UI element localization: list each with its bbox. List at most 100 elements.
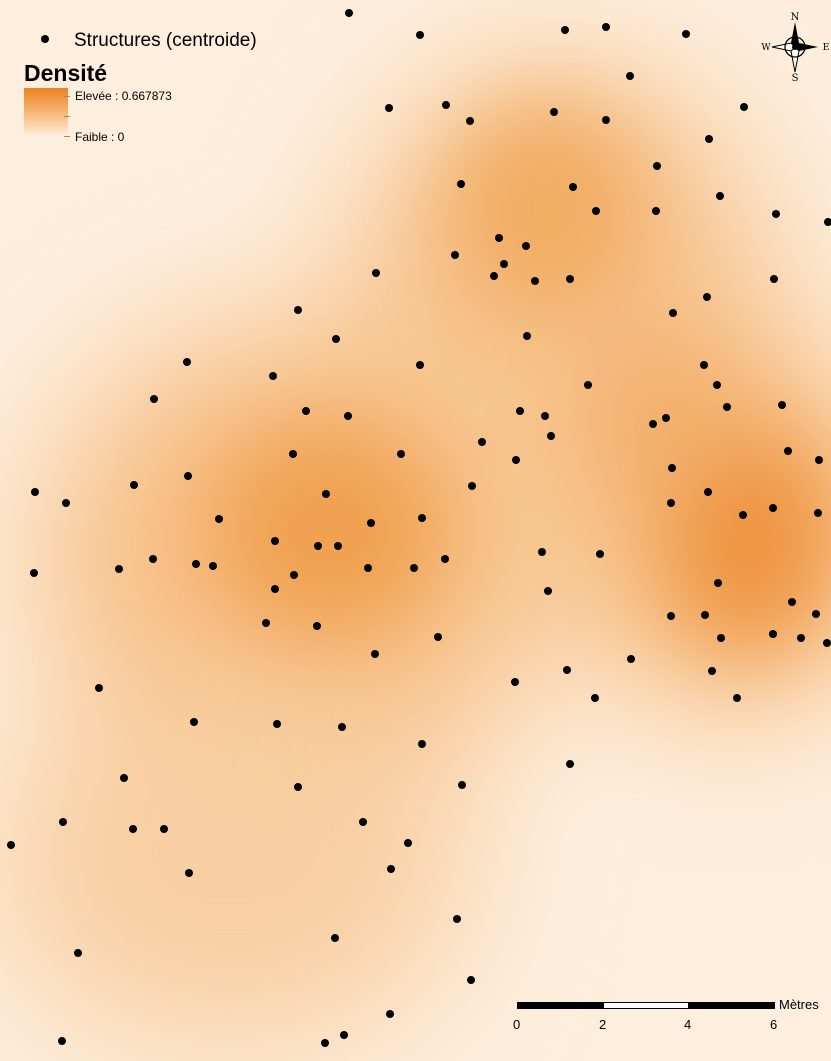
structure-point bbox=[824, 218, 831, 226]
structure-point bbox=[95, 684, 103, 692]
structure-point bbox=[500, 260, 508, 268]
structure-point bbox=[418, 740, 426, 748]
scale-bar-segment-2 bbox=[603, 1002, 689, 1009]
structure-point bbox=[682, 30, 690, 38]
structure-point bbox=[662, 414, 670, 422]
structure-point bbox=[468, 482, 476, 490]
structure-point bbox=[701, 611, 709, 619]
structure-point bbox=[372, 269, 380, 277]
structure-point bbox=[522, 242, 530, 250]
structure-point bbox=[812, 610, 820, 618]
structure-point bbox=[512, 456, 520, 464]
legend-high-label: Elevée : 0.667873 bbox=[75, 89, 172, 103]
structure-point bbox=[769, 630, 777, 638]
scale-tick-4: 4 bbox=[684, 1017, 691, 1032]
structure-point bbox=[418, 514, 426, 522]
structure-point bbox=[653, 162, 661, 170]
structure-point bbox=[708, 667, 716, 675]
structure-point bbox=[815, 456, 823, 464]
structure-point bbox=[511, 678, 519, 686]
scale-bar-segment-1 bbox=[517, 1002, 604, 1009]
structure-point bbox=[386, 1010, 394, 1018]
structure-point bbox=[441, 555, 449, 563]
structure-point bbox=[115, 565, 123, 573]
structure-point bbox=[160, 825, 168, 833]
structure-point bbox=[466, 117, 474, 125]
structure-point bbox=[129, 825, 137, 833]
structure-point bbox=[458, 781, 466, 789]
structure-point bbox=[209, 562, 217, 570]
structure-point bbox=[566, 760, 574, 768]
structure-point bbox=[569, 183, 577, 191]
structure-point bbox=[700, 361, 708, 369]
scale-tick-6: 6 bbox=[770, 1017, 777, 1032]
structure-point bbox=[667, 612, 675, 620]
structure-point bbox=[183, 358, 191, 366]
structure-point bbox=[332, 335, 340, 343]
structure-point bbox=[602, 23, 610, 31]
north-arrow-icon: N S W E bbox=[759, 10, 831, 84]
structure-point bbox=[591, 694, 599, 702]
structure-point bbox=[190, 718, 198, 726]
structure-point bbox=[705, 135, 713, 143]
legend-low-label: Faible : 0 bbox=[75, 130, 124, 144]
legend-tick-high bbox=[64, 96, 70, 97]
legend-point-symbol bbox=[41, 35, 49, 43]
structure-point bbox=[739, 511, 747, 519]
structure-point bbox=[387, 865, 395, 873]
structure-point bbox=[797, 634, 805, 642]
structure-point bbox=[322, 490, 330, 498]
structure-point bbox=[516, 407, 524, 415]
structure-point bbox=[294, 783, 302, 791]
structure-point bbox=[538, 548, 546, 556]
structure-point bbox=[626, 72, 634, 80]
structure-point bbox=[668, 464, 676, 472]
scale-tick-0: 0 bbox=[513, 1017, 520, 1032]
structure-point bbox=[453, 915, 461, 923]
structure-point bbox=[74, 949, 82, 957]
structure-point bbox=[120, 774, 128, 782]
east-label: E bbox=[823, 43, 830, 53]
structure-point bbox=[58, 1037, 66, 1045]
structure-point bbox=[716, 192, 724, 200]
structure-point bbox=[770, 275, 778, 283]
north-label: N bbox=[791, 12, 800, 23]
structure-point bbox=[334, 542, 342, 550]
structure-point bbox=[359, 818, 367, 826]
structure-point bbox=[541, 412, 549, 420]
structure-point bbox=[669, 309, 677, 317]
structure-point bbox=[149, 555, 157, 563]
structure-point bbox=[714, 579, 722, 587]
structure-point bbox=[563, 666, 571, 674]
structure-point bbox=[490, 272, 498, 280]
structure-point bbox=[667, 499, 675, 507]
structure-point bbox=[778, 401, 786, 409]
structure-point bbox=[627, 655, 635, 663]
structure-point bbox=[215, 515, 223, 523]
structure-point bbox=[404, 839, 412, 847]
structure-point bbox=[273, 720, 281, 728]
structure-point bbox=[345, 9, 353, 17]
structure-point bbox=[649, 420, 657, 428]
structure-point bbox=[294, 306, 302, 314]
structure-point bbox=[31, 488, 39, 496]
structure-point bbox=[478, 438, 486, 446]
structure-point bbox=[703, 293, 711, 301]
structure-point bbox=[184, 472, 192, 480]
structure-point bbox=[385, 104, 393, 112]
structure-point bbox=[410, 564, 418, 572]
structure-point bbox=[338, 723, 346, 731]
structure-point bbox=[7, 841, 15, 849]
structure-point bbox=[269, 372, 277, 380]
legend-layer-label: Structures (centroide) bbox=[74, 30, 257, 52]
structure-point bbox=[531, 277, 539, 285]
structure-point bbox=[547, 432, 555, 440]
structure-point bbox=[566, 275, 574, 283]
structure-point bbox=[740, 103, 748, 111]
structure-point bbox=[185, 869, 193, 877]
structure-point bbox=[364, 564, 372, 572]
structure-point bbox=[314, 542, 322, 550]
structure-point bbox=[784, 447, 792, 455]
